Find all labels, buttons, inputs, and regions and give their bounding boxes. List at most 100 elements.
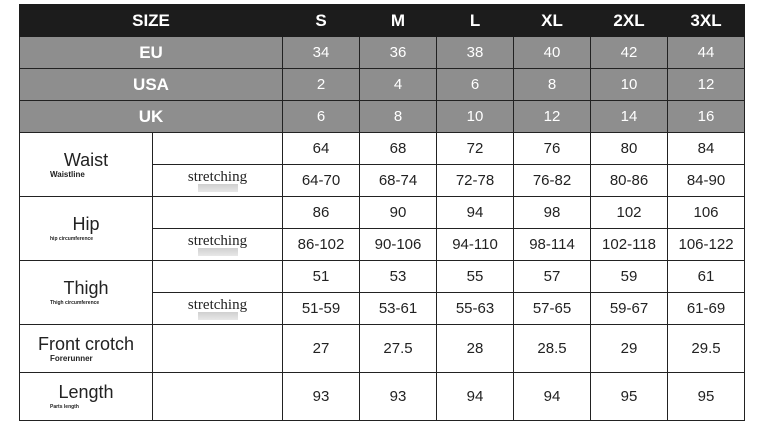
cell: 61: [667, 260, 746, 293]
cell: 8: [359, 100, 438, 133]
cell: 106: [667, 196, 746, 229]
cell: 102: [590, 196, 669, 229]
cell: 68: [359, 132, 438, 165]
cell: 64-70: [282, 164, 361, 197]
stretching-text: stretching: [187, 296, 248, 313]
stretch-row: stretching 64-70 68-74 72-78 76-82 80-86 84-90: [20, 164, 746, 197]
stretch-row: stretching 51-59 53-61 55-63 57-65 59-67 61-69: [20, 292, 746, 325]
cell: 12: [667, 68, 746, 101]
cell: 10: [436, 100, 515, 133]
stretch-illustration: [197, 183, 238, 192]
cell: 93: [282, 372, 361, 421]
measurement-name: Length: [58, 381, 114, 402]
cell: 28.5: [513, 324, 592, 373]
cell: 2: [282, 68, 361, 101]
cell: 94: [436, 196, 515, 229]
measurement-row: Hip hip circumference 86 90 94 98 102 106: [19, 196, 746, 261]
measurement-label: Hip hip circumference: [19, 196, 153, 261]
measurement-name: Waist: [63, 149, 109, 170]
size-col: 3XL: [667, 4, 746, 37]
cell: 95: [667, 372, 746, 421]
stretch-illustration: [197, 247, 238, 256]
cell: 29.5: [667, 324, 746, 373]
cell: 98-114: [513, 228, 592, 261]
cell: 27: [282, 324, 361, 373]
cell: 34: [282, 36, 361, 69]
size-col: S: [282, 4, 361, 37]
cell: 57-65: [513, 292, 592, 325]
empty-cell: [151, 132, 284, 165]
cell: 102-118: [590, 228, 669, 261]
cell: 68-74: [359, 164, 438, 197]
cell: 42: [590, 36, 669, 69]
cell: 8: [513, 68, 592, 101]
size-chart-table: SIZE S M L XL 2XL 3XL EU 34 36 38 40 42 44 USA 2…: [18, 4, 746, 421]
cell: 28: [436, 324, 515, 373]
cell: 72: [436, 132, 515, 165]
cell: 86: [282, 196, 361, 229]
empty-cell: [151, 260, 284, 293]
measurement-subtitle: Waistline: [50, 169, 85, 179]
cell: 94: [513, 372, 592, 421]
cell: 14: [590, 100, 669, 133]
measurement-label: Waist Waistline: [19, 132, 153, 197]
measurement-row: Waist Waistline 64 68 72 76 80 84: [19, 132, 746, 197]
measurement-label: Thigh Thigh circumference: [19, 260, 153, 325]
measurement-row: Thigh Thigh circumference 51 53 55 57 59 61: [19, 260, 746, 325]
cell: 80: [590, 132, 669, 165]
cell: 27.5: [359, 324, 438, 373]
stretch-illustration: [197, 311, 238, 320]
size-col: 2XL: [590, 4, 669, 37]
header-row: SIZE S M L XL 2XL 3XL: [18, 4, 746, 37]
size-col: M: [359, 4, 438, 37]
cell: 80-86: [590, 164, 669, 197]
measurement-subtitle: hip circumference: [50, 235, 94, 242]
cell: 64: [282, 132, 361, 165]
cell: 40: [513, 36, 592, 69]
cell: 76-82: [513, 164, 592, 197]
cell: 90: [359, 196, 438, 229]
measurement-label: Length Parts length: [19, 372, 153, 421]
cell: 29: [590, 324, 669, 373]
cell: 55: [436, 260, 515, 293]
cell: 106-122: [667, 228, 746, 261]
conversion-row: EU 34 36 38 40 42 44: [18, 36, 746, 69]
empty-cell: [151, 324, 284, 373]
size-col: L: [436, 4, 515, 37]
size-header: SIZE: [18, 4, 284, 37]
cell: 38: [436, 36, 515, 69]
cell: 86-102: [282, 228, 361, 261]
measurement-subtitle: Parts length: [50, 403, 79, 410]
stretch-row: stretching 86-102 90-106 94-110 98-114 102-11…: [20, 228, 746, 261]
cell: 72-78: [436, 164, 515, 197]
cell: 51: [282, 260, 361, 293]
cell: 6: [436, 68, 515, 101]
measurement-name: Thigh: [63, 277, 109, 298]
cell: 94: [436, 372, 515, 421]
cell: 4: [359, 68, 438, 101]
conversion-row: UK 6 8 10 12 14 16: [18, 100, 746, 133]
region-label: UK: [18, 100, 284, 133]
cell: 12: [513, 100, 592, 133]
stretching-label: stretching: [151, 164, 284, 197]
cell: 57: [513, 260, 592, 293]
empty-cell: [151, 372, 284, 421]
cell: 59-67: [590, 292, 669, 325]
cell: 53-61: [359, 292, 438, 325]
cell: 51-59: [282, 292, 361, 325]
cell: 94-110: [436, 228, 515, 261]
conversion-row: USA 2 4 6 8 10 12: [18, 68, 746, 101]
measurement-label: Front crotch Forerunner: [19, 324, 153, 373]
measurement-row: Length Parts length 93 93 94 94 95 95: [19, 372, 746, 421]
cell: 76: [513, 132, 592, 165]
cell: 90-106: [359, 228, 438, 261]
stretching-label: stretching: [151, 292, 284, 325]
measurement-row: Front crotch Forerunner 27 27.5 28 28.5 29 29.5: [19, 324, 746, 373]
cell: 6: [282, 100, 361, 133]
measurement-subtitle: Forerunner: [50, 353, 93, 363]
stretching-label: stretching: [151, 228, 284, 261]
cell: 61-69: [667, 292, 746, 325]
region-label: USA: [18, 68, 284, 101]
cell: 84: [667, 132, 746, 165]
cell: 16: [667, 100, 746, 133]
